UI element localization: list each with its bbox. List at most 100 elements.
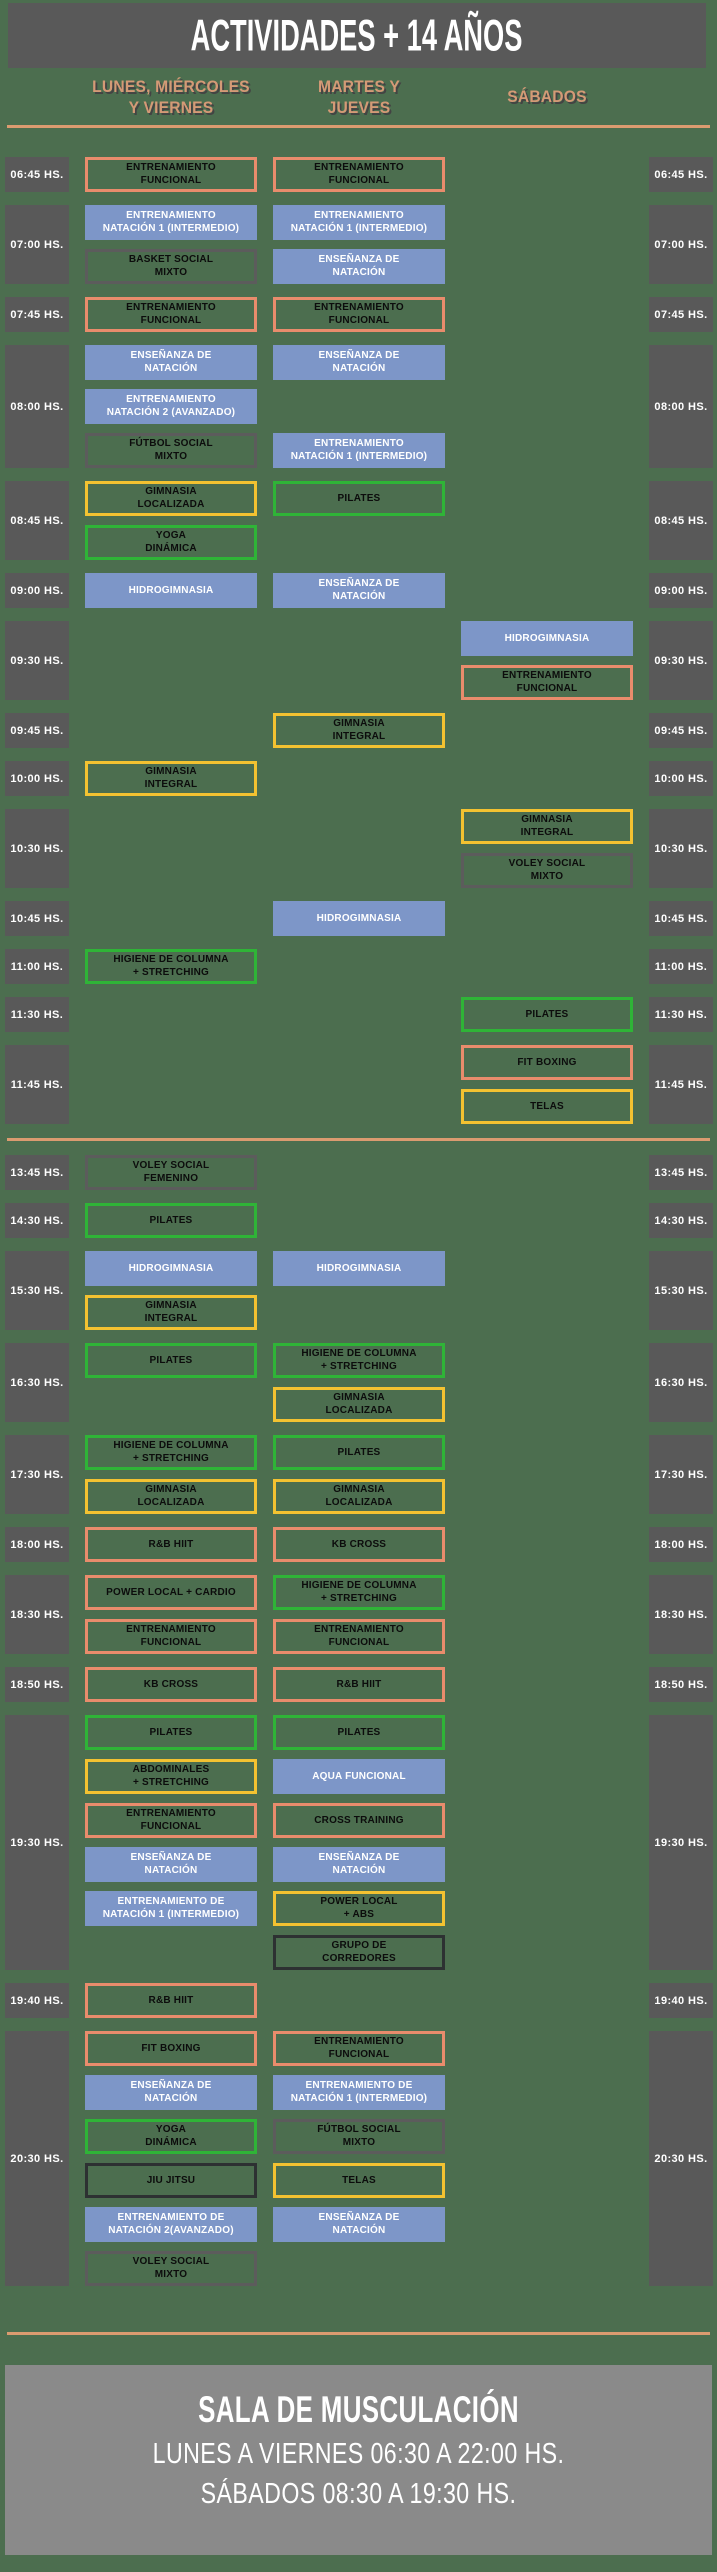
day-cell-sab bbox=[461, 2031, 633, 2286]
day-cell-mj: ENTRENAMIENTO FUNCIONAL ENTRENAMIENTO DE … bbox=[273, 2031, 445, 2286]
day-cell-mj bbox=[273, 1155, 445, 1190]
activity-chip: ENTRENAMIENTO FUNCIONAL bbox=[85, 297, 257, 333]
slot: R&B HIIT bbox=[273, 1667, 445, 1703]
slot bbox=[273, 853, 445, 888]
day-cell-lmv: ENSEÑANZA DE NATACIÓN ENTRENAMIENTO NATAC… bbox=[85, 345, 257, 469]
slot: HIGIENE DE COLUMNA + STRETCHING bbox=[273, 1575, 445, 1611]
time-label-left: 20:30 HS. bbox=[5, 2031, 69, 2287]
day-cell-sab bbox=[461, 1575, 633, 1654]
slot: CROSS TRAINING bbox=[273, 1803, 445, 1839]
time-label-left: 08:45 HS. bbox=[5, 481, 69, 561]
slot: FIT BOXING bbox=[85, 2031, 257, 2067]
time-label-left: 18:30 HS. bbox=[5, 1575, 69, 1655]
time-label-left: 10:00 HS. bbox=[5, 761, 69, 797]
slot: GIMNASIA LOCALIZADA bbox=[85, 481, 257, 517]
slot bbox=[461, 1527, 633, 1562]
slot bbox=[461, 1575, 633, 1610]
day-cell-lmv bbox=[85, 713, 257, 748]
day-cell-sab: GIMNASIA INTEGRAL VOLEY SOCIAL MIXTO bbox=[461, 809, 633, 889]
footer-info-box: SALA DE MUSCULACIÓN LUNES A VIERNES 06:3… bbox=[5, 2365, 712, 2556]
day-cell-sab bbox=[461, 481, 633, 560]
time-row: 17:30 HS. HIGIENE DE COLUMNA + STRETCHING… bbox=[5, 1435, 713, 1515]
activity-chip: KB CROSS bbox=[273, 1527, 445, 1563]
slot: AQUA FUNCIONAL bbox=[273, 1759, 445, 1795]
slot bbox=[461, 1715, 633, 1750]
activity-chip: HIDROGIMNASIA bbox=[273, 1251, 445, 1287]
slot: ENTRENAMIENTO FUNCIONAL bbox=[273, 2031, 445, 2067]
slot: GIMNASIA INTEGRAL bbox=[273, 713, 445, 749]
activity-chip: ENTRENAMIENTO NATACIÓN 2 (AVANZADO) bbox=[85, 389, 257, 425]
day-cell-sab bbox=[461, 573, 633, 608]
header-divider bbox=[7, 125, 710, 129]
slot bbox=[461, 949, 633, 984]
slot: GRUPO DE CORREDORES bbox=[273, 1935, 445, 1971]
activity-chip: HIDROGIMNASIA bbox=[461, 621, 633, 657]
slot: HIDROGIMNASIA bbox=[273, 901, 445, 937]
activity-chip: ENTRENAMIENTO FUNCIONAL bbox=[273, 1619, 445, 1655]
column-header-lunes-miercoles-viernes: LUNES, MIÉRCOLES Y VIERNES bbox=[92, 77, 250, 117]
day-cell-mj bbox=[273, 949, 445, 984]
slot bbox=[461, 249, 633, 284]
day-cell-lmv: R&B HIIT bbox=[85, 1527, 257, 1563]
day-cell-sab bbox=[461, 1435, 633, 1514]
slot: ENSEÑANZA DE NATACIÓN bbox=[85, 1847, 257, 1883]
slot bbox=[461, 2075, 633, 2110]
day-cell-lmv: HIGIENE DE COLUMNA + STRETCHING bbox=[85, 949, 257, 985]
slot: FIT BOXING bbox=[461, 1045, 633, 1081]
slot: TELAS bbox=[461, 1089, 633, 1125]
slot: ENSEÑANZA DE NATACIÓN bbox=[85, 345, 257, 381]
day-cell-mj bbox=[273, 997, 445, 1032]
slot bbox=[461, 713, 633, 748]
activity-chip: R&B HIIT bbox=[273, 1667, 445, 1703]
activity-chip: ENTRENAMIENTO FUNCIONAL bbox=[273, 157, 445, 193]
activity-chip: ENSEÑANZA DE NATACIÓN bbox=[85, 2075, 257, 2111]
column-header-sabados: SÁBADOS bbox=[507, 87, 587, 107]
slot: ENTRENAMIENTO FUNCIONAL bbox=[273, 1619, 445, 1655]
slot: VOLEY SOCIAL FEMENINO bbox=[85, 1155, 257, 1191]
day-cell-lmv: GIMNASIA INTEGRAL bbox=[85, 761, 257, 797]
day-cell-sab bbox=[461, 157, 633, 192]
time-label-left: 15:30 HS. bbox=[5, 1251, 69, 1331]
slot bbox=[461, 1891, 633, 1926]
day-cell-lmv: ENTRENAMIENTO FUNCIONAL bbox=[85, 297, 257, 333]
day-cell-mj bbox=[273, 621, 445, 700]
slot: BASKET SOCIAL MIXTO bbox=[85, 249, 257, 285]
activity-chip: ENTRENAMIENTO DE NATACIÓN 1 (INTERMEDIO) bbox=[85, 1891, 257, 1927]
day-cell-sab bbox=[461, 1343, 633, 1422]
footer-saturday-hours: SÁBADOS 08:30 A 19:30 HS. bbox=[200, 2478, 517, 2511]
day-cell-lmv: KB CROSS bbox=[85, 1667, 257, 1703]
activity-chip: KB CROSS bbox=[85, 1667, 257, 1703]
activity-chip: ENTRENAMIENTO FUNCIONAL bbox=[85, 1803, 257, 1839]
slot: TELAS bbox=[273, 2163, 445, 2199]
page-title: ACTIVIDADES + 14 AÑOS bbox=[191, 10, 523, 60]
slot: KB CROSS bbox=[85, 1667, 257, 1703]
activity-chip: PILATES bbox=[273, 1435, 445, 1471]
slot bbox=[461, 1935, 633, 1970]
slot bbox=[461, 297, 633, 332]
slot bbox=[461, 1295, 633, 1330]
time-label-left: 17:30 HS. bbox=[5, 1435, 69, 1515]
time-row: 11:30 HS. PILATES 11:30 HS. bbox=[5, 997, 713, 1033]
activity-chip: VOLEY SOCIAL MIXTO bbox=[461, 853, 633, 889]
slot bbox=[461, 1667, 633, 1702]
activity-chip: VOLEY SOCIAL FEMENINO bbox=[85, 1155, 257, 1191]
time-row: 19:40 HS. R&B HIIT 19:40 HS. bbox=[5, 1983, 713, 2019]
day-cell-lmv: VOLEY SOCIAL FEMENINO bbox=[85, 1155, 257, 1191]
slot bbox=[273, 761, 445, 796]
time-label-left: 06:45 HS. bbox=[5, 157, 69, 193]
slot bbox=[85, 665, 257, 700]
slot bbox=[273, 2251, 445, 2286]
time-label-right: 09:30 HS. bbox=[649, 621, 713, 701]
slot bbox=[273, 809, 445, 844]
day-cell-lmv: GIMNASIA LOCALIZADA YOGA DINÁMICA bbox=[85, 481, 257, 561]
activity-chip: GIMNASIA LOCALIZADA bbox=[85, 1479, 257, 1515]
footer-divider bbox=[7, 2332, 710, 2336]
footer-title: SALA DE MUSCULACIÓN bbox=[198, 2389, 519, 2431]
activity-chip: ENTRENAMIENTO FUNCIONAL bbox=[273, 2031, 445, 2067]
activity-chip: GIMNASIA LOCALIZADA bbox=[273, 1479, 445, 1515]
day-cell-sab bbox=[461, 1203, 633, 1238]
time-label-left: 07:45 HS. bbox=[5, 297, 69, 333]
day-cell-sab bbox=[461, 1715, 633, 1970]
slot bbox=[273, 621, 445, 656]
day-cell-sab bbox=[461, 1667, 633, 1702]
